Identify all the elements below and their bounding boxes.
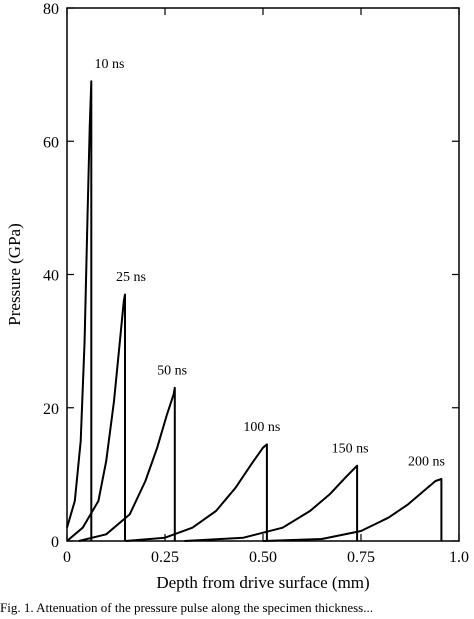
- pulse-time-label: 25 ns: [116, 270, 146, 285]
- x-tick-label: 0.75: [347, 549, 375, 566]
- pulse-time-label: 150 ns: [332, 441, 369, 456]
- tick-labels: 0 0.25 0.50 0.75 1.0 0 20 40 60 80: [43, 1, 469, 566]
- figure-caption: Fig. 1. Attenuation of the pressure puls…: [0, 600, 373, 615]
- y-tick-label: 60: [43, 134, 59, 151]
- x-axis-label: Depth from drive surface (mm): [156, 573, 369, 592]
- plot-frame: [66, 7, 460, 542]
- x-tick-label: 0.50: [249, 549, 277, 566]
- x-tick-label: 0: [63, 549, 71, 566]
- y-axis-label: Pressure (GPa): [5, 223, 24, 325]
- pulse-time-label: 50 ns: [157, 363, 187, 378]
- pulse-100-ns: [125, 443, 268, 542]
- pulse-25-ns: [66, 293, 126, 542]
- pulse-50-ns: [78, 386, 176, 542]
- y-tick-label: 20: [43, 401, 59, 418]
- pulse-time-label: 10 ns: [94, 57, 124, 72]
- annotations: 10 ns 25 ns 50 ns 100 ns 150 ns 200 ns: [94, 57, 445, 470]
- pulse-200-ns: [262, 478, 443, 542]
- y-tick-label: 0: [51, 534, 59, 551]
- y-tick-label: 80: [43, 1, 59, 18]
- chart: 0 0.25 0.50 0.75 1.0 0 20 40 60 80 10 ns 25 ns 50 n…: [5, 1, 469, 592]
- x-tick-label: 0.25: [151, 549, 179, 566]
- pulse-150-ns: [184, 464, 359, 542]
- pulse-time-label: 100 ns: [243, 420, 280, 435]
- y-tick-label: 40: [43, 268, 59, 285]
- pulse-10-ns: [66, 80, 93, 541]
- pulse-time-label: 200 ns: [408, 455, 445, 470]
- x-tick-label: 1.0: [449, 549, 469, 566]
- series-group: [66, 80, 443, 542]
